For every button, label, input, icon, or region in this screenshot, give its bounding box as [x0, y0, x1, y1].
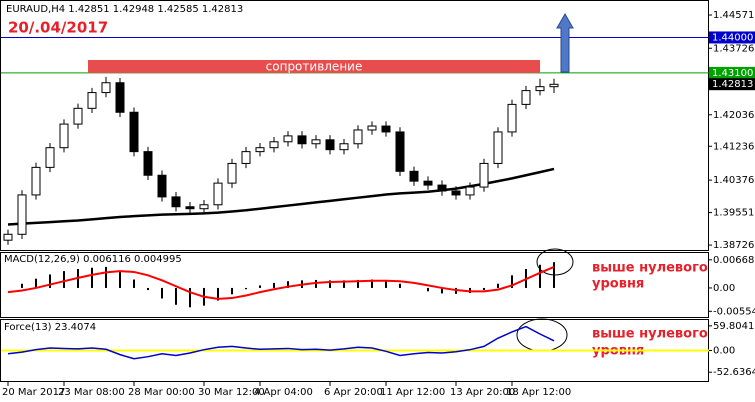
candle-body [255, 147, 265, 153]
candle-body [409, 170, 419, 182]
note: выше нулевого [592, 327, 708, 342]
y-tick-label: 0.00 [713, 283, 735, 294]
candle-body [423, 180, 433, 186]
y-tick-label: 1.44571 [713, 10, 754, 21]
x-tick-label: 28 Mar 00:00 [128, 387, 195, 398]
note: уровня [592, 277, 644, 292]
x-tick-label: 13 Apr 20:00 [450, 387, 515, 398]
x-tick-label: 6 Apr 20:00 [324, 387, 383, 398]
candle-body [213, 182, 223, 206]
level-label: 1.44000 [712, 32, 753, 43]
candle-body [73, 107, 83, 125]
x-tick-label: 18 Apr 12:00 [506, 387, 571, 398]
moving-average [7, 112, 542, 216]
level-tag [709, 66, 755, 79]
candle-body [451, 190, 461, 196]
level-label: 1.43100 [712, 68, 753, 79]
candle-body [45, 147, 55, 168]
candle-body [59, 123, 69, 149]
candle-body [129, 111, 139, 153]
y-tick-label: -0.005546 [713, 306, 755, 317]
y-tick-label: 59.8041 [713, 321, 754, 332]
candle-body [227, 162, 237, 184]
level-tag [709, 31, 755, 44]
candle-body [507, 103, 517, 133]
x-tick-label: 11 Apr 12:00 [380, 387, 445, 398]
candle-body [17, 194, 27, 235]
x-tick-label: 23 Mar 08:00 [58, 387, 125, 398]
candle-body [367, 125, 377, 131]
y-tick-label: 1.42036 [713, 110, 754, 121]
y-tick-label: 0.00 [713, 346, 735, 357]
up-arrow [556, 12, 574, 73]
candle-body [325, 139, 335, 151]
y-tick-label: 1.40376 [713, 175, 754, 186]
last-price-label: 1.42813 [712, 79, 753, 90]
x-tick-label: 20 Mar 2017 [2, 387, 65, 398]
candle-body [437, 184, 447, 192]
signal-line [7, 265, 555, 300]
moving-average [7, 167, 555, 226]
candle-body [521, 90, 531, 105]
y-tick-label: 1.41236 [713, 141, 754, 152]
candle-body [31, 166, 41, 196]
y-tick-label: 1.39551 [713, 208, 754, 219]
candle-body [199, 204, 209, 210]
note: выше нулевого [592, 261, 708, 276]
resistance-zone [88, 60, 540, 73]
candle-body [101, 82, 111, 94]
y-tick-label: -52.6364 [713, 367, 755, 378]
candle-body [395, 131, 405, 172]
candle-body [381, 125, 391, 133]
force-line [7, 325, 555, 360]
date-annotation: 20/.04/2017 [8, 19, 108, 37]
price-panel [0, 0, 709, 251]
candle-body [157, 174, 167, 198]
chart-title: EURAUD,H4 1.42851 1.42948 1.42585 1.4281… [6, 4, 243, 15]
candle-body [241, 151, 251, 164]
y-tick-label: 1.43726 [713, 43, 754, 54]
candle-body [87, 92, 97, 109]
candle-body [143, 151, 153, 176]
candle-body [353, 129, 363, 145]
candle-body [185, 206, 195, 210]
macd-panel [0, 252, 709, 318]
candle-body [535, 86, 545, 92]
x-tick-label: 30 Mar 12:00 [198, 387, 265, 398]
candle-body [269, 141, 279, 149]
y-tick-label: 0.006681 [713, 255, 755, 266]
candle-body [549, 83, 559, 88]
candle-body [171, 196, 181, 208]
candle-body [311, 139, 321, 145]
candle-body [465, 186, 475, 196]
candle-body [339, 143, 349, 151]
last-price-tag [709, 78, 755, 91]
candle-body [283, 135, 293, 143]
zone-label: сопротивление [266, 60, 363, 74]
force-title: Force(13) 23.4074 [4, 322, 96, 333]
candle-body [297, 135, 307, 145]
candle-body [3, 233, 13, 241]
x-tick-label: 4 Apr 04:00 [254, 387, 313, 398]
candle-body [115, 82, 125, 113]
y-tick-label: 1.38726 [713, 240, 754, 251]
candle-body [479, 162, 489, 188]
macd-title: MACD(12,26,9) 0.006116 0.004995 [4, 254, 182, 265]
candle-body [493, 131, 503, 164]
